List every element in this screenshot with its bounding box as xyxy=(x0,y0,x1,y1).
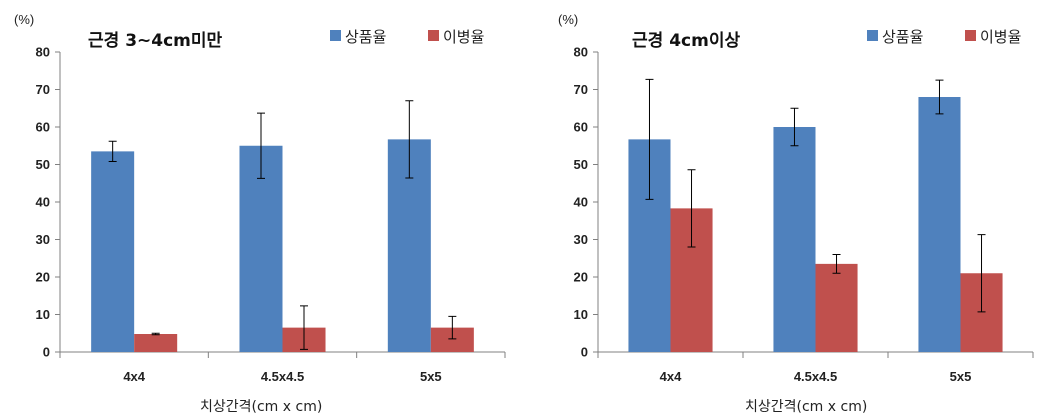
y-tick-label: 10 xyxy=(36,307,50,322)
chart-panel-1: 0 10 20 30 40 50 60 70 80 4x4 4.5x4.5 5x5 (%) 근경 3~4c… xyxy=(14,12,506,415)
bar-series1 xyxy=(239,145,283,352)
x-axis-title: 치상간격(cm x cm) xyxy=(200,399,322,415)
y-tick-label: 50 xyxy=(574,157,588,172)
y-tick-label: 20 xyxy=(36,270,50,285)
y-tick-label: 60 xyxy=(36,120,50,135)
bar-series2 xyxy=(815,263,858,352)
legend: 상품율 이병율 xyxy=(867,28,1021,46)
y-tick-label: 0 xyxy=(43,345,50,360)
x-axis-title: 치상간격(cm x cm) xyxy=(745,399,867,415)
legend-swatch-series1 xyxy=(867,30,878,41)
bar-series1 xyxy=(91,151,135,352)
legend-swatch-series2 xyxy=(965,30,976,41)
bar-series1 xyxy=(918,97,961,352)
y-tick-label: 70 xyxy=(574,82,588,97)
y-tick-label: 50 xyxy=(36,157,50,172)
legend-swatch-series2 xyxy=(428,30,439,41)
x-tick-label: 4.5x4.5 xyxy=(794,369,837,384)
y-axis-unit: (%) xyxy=(558,12,578,27)
y-tick-label: 30 xyxy=(36,232,50,247)
y-tick-label: 40 xyxy=(574,195,588,210)
legend-label-series2: 이병율 xyxy=(443,28,484,46)
x-tick-label: 5x5 xyxy=(420,369,442,384)
x-tick-label: 4x4 xyxy=(660,369,682,384)
legend-label-series1: 상품율 xyxy=(345,28,386,46)
x-tick-label: 5x5 xyxy=(950,369,972,384)
y-tick-label: 30 xyxy=(574,232,588,247)
y-tick-label: 40 xyxy=(36,195,50,210)
bar-series1 xyxy=(773,127,816,352)
bar-series2 xyxy=(134,334,178,352)
legend: 상품율 이병율 xyxy=(330,28,484,46)
y-tick-label: 10 xyxy=(574,307,588,322)
x-tick-label: 4x4 xyxy=(123,369,145,384)
y-tick-label: 70 xyxy=(36,82,50,97)
y-tick-label: 80 xyxy=(36,45,50,60)
y-tick-label: 20 xyxy=(574,270,588,285)
chart-panel-2: 0 10 20 30 40 50 60 70 80 4x4 4.5x4.5 5x5 (%) 근경 4cm이… xyxy=(558,12,1034,415)
y-tick-label: 80 xyxy=(574,45,588,60)
chart-title: 근경 3~4cm미만 xyxy=(88,31,223,51)
y-axis-unit: (%) xyxy=(14,12,34,27)
legend-label-series2: 이병율 xyxy=(980,28,1021,46)
y-tick-label: 0 xyxy=(581,345,588,360)
y-tick-label: 60 xyxy=(574,120,588,135)
legend-label-series1: 상품율 xyxy=(882,28,923,46)
legend-swatch-series1 xyxy=(330,30,341,41)
x-tick-label: 4.5x4.5 xyxy=(261,369,304,384)
chart-title: 근경 4cm이상 xyxy=(632,31,740,51)
